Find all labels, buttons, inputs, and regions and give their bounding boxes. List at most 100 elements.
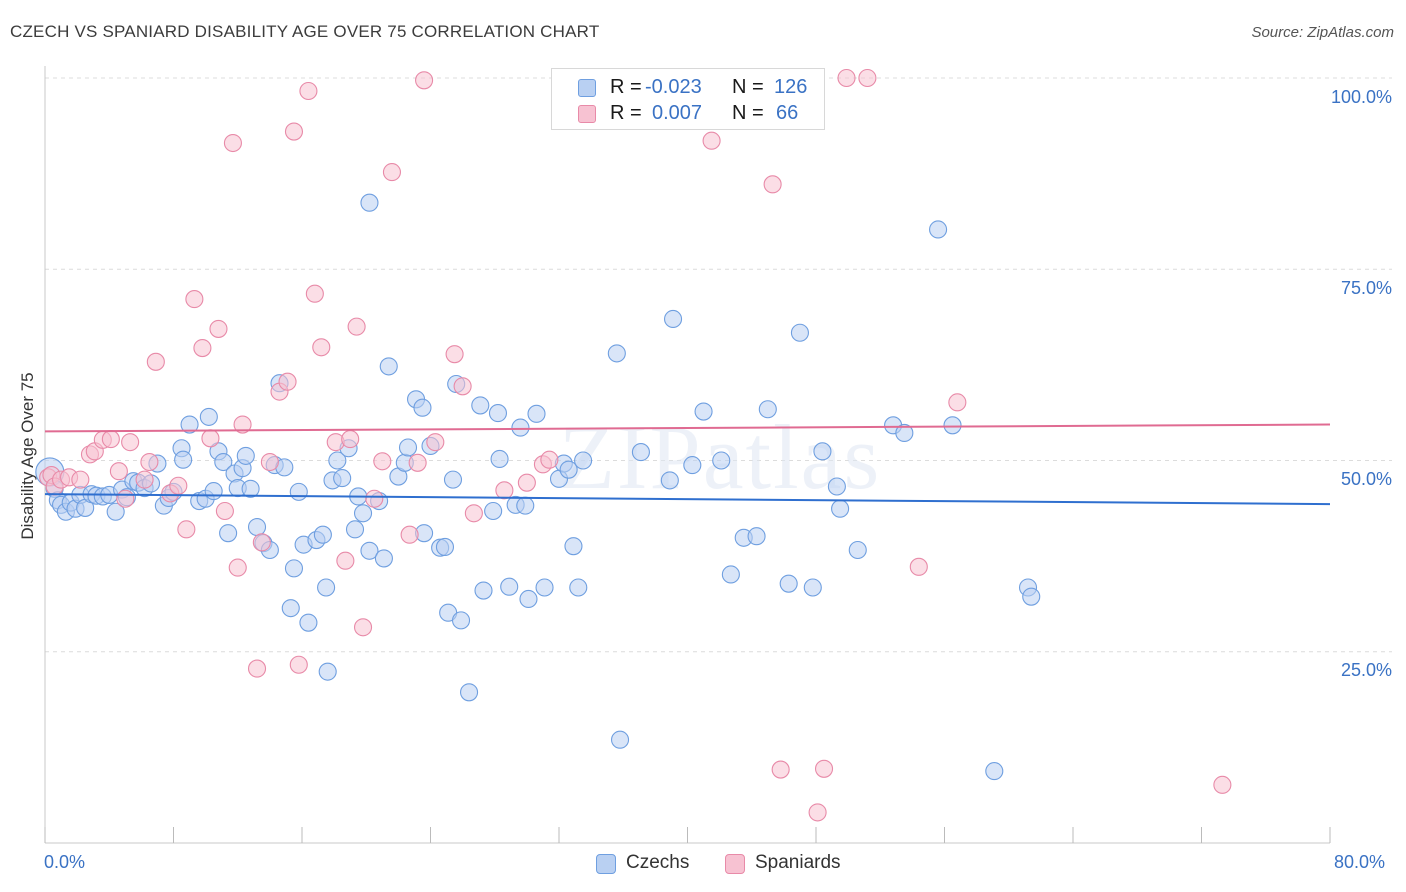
- spaniards-point: [382, 163, 402, 182]
- czechs-point: [459, 683, 479, 702]
- czechs-point: [413, 398, 432, 417]
- spaniards-point: [400, 525, 419, 544]
- czechs-point: [985, 762, 1004, 781]
- czechs-swatch: [578, 79, 596, 97]
- czechs-point: [607, 344, 626, 363]
- x-tick-label-max: 80.0%: [1334, 852, 1386, 872]
- spaniards-point: [169, 476, 188, 495]
- spaniards-point: [284, 122, 304, 141]
- spaniards-point: [135, 470, 154, 489]
- czechs-point: [631, 443, 650, 462]
- czechs-point: [214, 452, 233, 472]
- czechs-point: [199, 407, 218, 426]
- spaniards-point: [260, 452, 279, 472]
- czechs-point: [694, 402, 713, 421]
- legend-r-label: R =: [610, 102, 642, 124]
- gridlines: [45, 77, 1392, 653]
- source-label: Source: ZipAtlas.com: [1251, 24, 1394, 41]
- czechs-point: [943, 416, 962, 435]
- spaniards-point: [415, 71, 434, 90]
- spaniards-point: [347, 317, 366, 336]
- legend-n-label: N =: [732, 102, 764, 124]
- spaniards-legend-swatch: [725, 854, 745, 874]
- spaniards-point: [252, 533, 271, 552]
- czechs-point: [747, 527, 766, 546]
- spaniards-point: [495, 481, 514, 500]
- czechs-point: [500, 577, 519, 596]
- czechs-point: [236, 446, 255, 465]
- spaniards-point: [101, 430, 120, 449]
- czechs-point: [451, 611, 471, 630]
- czechs-point: [379, 357, 398, 376]
- czechs-point: [398, 438, 418, 457]
- czechs-point: [527, 404, 546, 423]
- spaniards-point: [517, 473, 536, 492]
- y-tick-label-100: 100.0%: [1330, 87, 1392, 107]
- czechs-point: [610, 730, 630, 749]
- czechs-point: [516, 496, 535, 515]
- legend-row-spaniards: R = 0.007 N = 66: [552, 100, 824, 126]
- y-tick-label-75: 75.0%: [1340, 278, 1392, 298]
- czechs-point: [564, 537, 583, 556]
- spaniards-point: [365, 489, 384, 508]
- y-axis-title: Disability Age Over 75: [18, 372, 37, 540]
- czechs-point: [435, 537, 455, 556]
- axes: [44, 66, 1331, 844]
- spaniards-point: [121, 433, 140, 452]
- czechs-point: [328, 451, 347, 470]
- czechs-point: [790, 323, 809, 342]
- czechs-point: [831, 499, 850, 518]
- spaniards-point: [353, 618, 373, 637]
- czechs-point: [318, 662, 337, 681]
- spaniards-point: [116, 489, 135, 508]
- stats-legend: R = -0.023 N = 126 R = 0.007 N = 66: [551, 68, 825, 130]
- czechs-point: [471, 396, 490, 415]
- czechs-point: [848, 540, 867, 560]
- czechs-point: [1022, 587, 1041, 606]
- czechs-point: [484, 501, 503, 521]
- czechs-point: [443, 470, 463, 489]
- czechs-point: [488, 404, 508, 423]
- series-legend: Czechs Spaniards: [0, 852, 1406, 880]
- czechs-point: [519, 589, 538, 609]
- czechs-point: [204, 482, 223, 501]
- czechs-point: [317, 578, 336, 597]
- spaniards-point: [540, 450, 559, 469]
- czechs-point: [535, 578, 554, 597]
- czechs-point: [779, 574, 798, 593]
- czechs-point: [758, 400, 777, 419]
- czechs-point: [803, 578, 822, 597]
- czechs-legend-swatch: [596, 854, 616, 874]
- y-tick-label-25: 25.0%: [1340, 660, 1392, 680]
- spaniards-point: [223, 133, 242, 153]
- legend-n-value: 126: [774, 76, 808, 98]
- czechs-point: [241, 479, 260, 498]
- spaniards-point: [341, 430, 360, 449]
- spaniards-point: [408, 453, 427, 472]
- spaniards-point: [146, 352, 165, 371]
- spaniards-point: [201, 429, 220, 448]
- spaniards-point: [373, 452, 392, 471]
- spaniards-point: [305, 284, 324, 303]
- spaniards-point: [763, 175, 782, 194]
- czechs-point: [219, 524, 238, 543]
- czechs-point: [345, 520, 365, 539]
- spaniards-point: [702, 131, 721, 150]
- czechs-point: [299, 613, 318, 632]
- spaniards-point: [233, 415, 252, 434]
- spaniards-point: [771, 760, 790, 779]
- czechs-point: [360, 193, 379, 212]
- legend-n-value: 66: [776, 102, 799, 124]
- legend-r-value: -0.023: [645, 76, 702, 98]
- spaniards-point: [71, 470, 90, 489]
- czechs-point: [360, 541, 379, 560]
- spaniards-point: [289, 655, 308, 674]
- spaniards-point: [1213, 775, 1232, 794]
- czechs-point: [353, 504, 373, 523]
- czechs-point: [474, 581, 493, 600]
- spaniards-point: [215, 501, 234, 521]
- czechs-point: [683, 456, 702, 475]
- spaniards-point: [193, 338, 212, 358]
- czechs-point: [721, 565, 740, 584]
